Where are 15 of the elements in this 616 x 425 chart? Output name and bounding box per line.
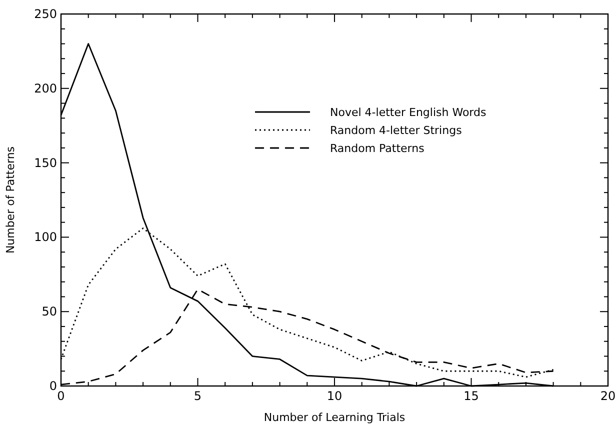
legend-label: Novel 4-letter English Words [330,106,486,119]
y-tick-label: 150 [34,156,57,170]
y-tick-label: 100 [34,230,57,244]
legend-label: Random Patterns [330,142,425,155]
legend-label: Random 4-letter Strings [330,124,462,137]
y-axis-title: Number of Patterns [4,146,17,254]
x-axis-title: Number of Learning Trials [264,411,406,424]
y-tick-label: 0 [49,379,57,393]
x-tick-label: 5 [194,389,202,403]
x-tick-label: 15 [464,389,479,403]
x-tick-label: 10 [326,389,342,403]
y-tick-label: 200 [34,81,57,96]
x-tick-label: 20 [600,389,616,403]
y-tick-label: 50 [42,304,57,319]
y-tick-label: 250 [34,7,57,21]
